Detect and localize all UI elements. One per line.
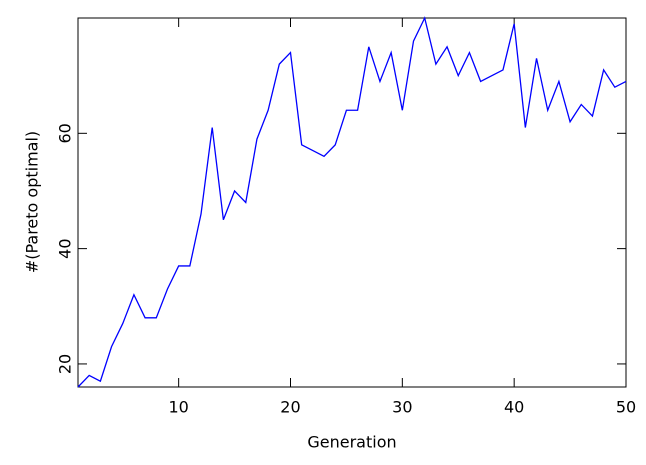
y-tick-label: 60 — [56, 123, 75, 143]
y-tick-label: 40 — [56, 238, 75, 258]
data-line — [77, 16, 627, 388]
x-tick-label: 20 — [280, 398, 300, 417]
y-axis-label: #(Pareto optimal) — [23, 131, 42, 273]
x-tick-label: 30 — [392, 398, 412, 417]
x-tick-label: 10 — [168, 398, 188, 417]
y-tick-label: 20 — [56, 354, 75, 374]
x-tick-label: 50 — [616, 398, 636, 417]
x-axis-label: Generation — [307, 433, 396, 452]
x-tick-label: 40 — [504, 398, 524, 417]
plot-frame — [77, 17, 627, 388]
